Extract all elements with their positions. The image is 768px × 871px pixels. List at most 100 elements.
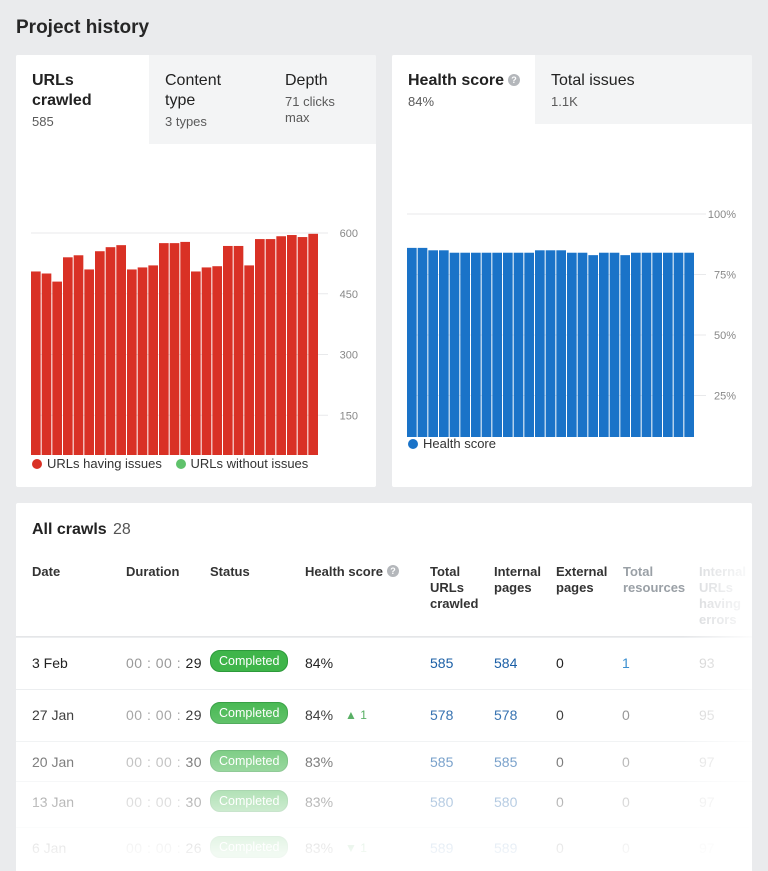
bar xyxy=(169,243,180,455)
bar xyxy=(545,250,556,437)
crawls-count: 28 xyxy=(113,521,131,538)
tab-urls-crawled[interactable]: URLs crawled 585 xyxy=(16,55,149,144)
row-total-resources: 0 xyxy=(622,754,630,770)
col-total-urls[interactable]: Total URLs crawled xyxy=(430,564,479,611)
row-total-urls-link[interactable]: 589 xyxy=(430,840,454,856)
row-internal-pages-link[interactable]: 578 xyxy=(494,707,518,723)
legend-label: Health score xyxy=(423,436,496,451)
help-icon[interactable]: ? xyxy=(387,565,400,577)
tab-value: 585 xyxy=(32,114,54,129)
row-internal-errors[interactable]: 97 xyxy=(699,754,715,770)
y-tick-label: 75% xyxy=(714,270,736,282)
urls-card-tabs: URLs crawled 585 Content type 3 types De… xyxy=(16,55,376,144)
row-health: 83% xyxy=(305,754,334,770)
row-total-urls-link[interactable]: 585 xyxy=(430,655,454,671)
health-chart-legend: Health score xyxy=(408,436,506,451)
row-total-resources: 0 xyxy=(622,794,630,810)
legend-dot xyxy=(32,459,42,469)
legend-item-no-issues[interactable]: URLs without issues xyxy=(175,456,308,471)
row-total-urls-link[interactable]: 585 xyxy=(430,754,454,770)
row-external-pages: 0 xyxy=(556,840,564,856)
tab-value: 71 clicks max xyxy=(285,94,335,125)
col-label: Health score xyxy=(305,564,384,579)
table-row[interactable]: 20 Jan 00 : 00 : 30 Completed 83% 585 585 0 0 97 xyxy=(16,741,752,781)
crawls-title: All crawls xyxy=(32,521,107,538)
row-internal-pages-link[interactable]: 585 xyxy=(494,754,518,770)
bar xyxy=(524,252,534,437)
row-external-pages: 0 xyxy=(556,754,564,770)
col-health-score[interactable]: Health score? xyxy=(305,564,400,580)
duration-seconds: 29 xyxy=(185,655,203,671)
bar xyxy=(631,252,641,437)
row-internal-pages-link[interactable]: 589 xyxy=(494,840,518,856)
bar xyxy=(471,252,481,437)
bar xyxy=(255,239,265,455)
bar xyxy=(663,252,673,437)
tab-value: 3 types xyxy=(165,114,207,129)
tab-label: Depth xyxy=(285,72,328,89)
tab-label-wrap: Health score? xyxy=(408,71,535,91)
tab-health-score[interactable]: Health score? 84% xyxy=(392,55,535,124)
tab-depth[interactable]: Depth 71 clicks max xyxy=(269,55,376,144)
urls-crawled-card: URLs crawled 585 Content type 3 types De… xyxy=(16,55,376,487)
bar xyxy=(95,251,105,455)
table-row[interactable]: 13 Jan 00 : 00 : 30 Completed 83% 580 580 0 0 97 xyxy=(16,781,752,821)
col-date[interactable]: Date xyxy=(32,564,61,579)
y-tick-label: 25% xyxy=(714,391,736,403)
tab-total-issues[interactable]: Total issues 1.1K xyxy=(535,55,752,124)
row-health: 84% xyxy=(305,707,334,723)
row-internal-errors[interactable]: 95 xyxy=(699,707,715,723)
row-external-pages: 0 xyxy=(556,707,564,723)
tab-label: URLs crawled xyxy=(32,72,92,109)
row-total-urls-link[interactable]: 578 xyxy=(430,707,454,723)
bar xyxy=(588,255,598,437)
legend-item-issues[interactable]: URLs having issues xyxy=(32,456,162,471)
table-row[interactable]: 6 Jan 00 : 00 : 26 Completed 83% ▼ 1 589 589 0 0… xyxy=(16,827,752,867)
col-duration[interactable]: Duration xyxy=(126,564,180,579)
tab-content-type[interactable]: Content type 3 types xyxy=(149,55,269,144)
row-total-resources: 0 xyxy=(622,840,630,856)
y-tick-label: 50% xyxy=(714,330,736,342)
col-external-pages[interactable]: External pages xyxy=(556,564,608,595)
bar xyxy=(63,257,73,455)
row-health: 83% xyxy=(305,840,334,856)
col-total-resources[interactable]: Total resources xyxy=(623,564,686,595)
all-crawls-card: All crawls 28 Date Duration Status Healt… xyxy=(16,503,752,871)
bar xyxy=(127,269,137,455)
bar xyxy=(244,265,254,455)
legend-item-health[interactable]: Health score xyxy=(408,436,496,451)
bar xyxy=(180,241,190,455)
health-score-card: Health score? 84% Total issues 1.1K 100%… xyxy=(392,55,752,487)
bar xyxy=(41,273,52,455)
y-tick-label: 150 xyxy=(340,410,358,422)
col-status[interactable]: Status xyxy=(210,564,250,579)
row-total-urls-link[interactable]: 580 xyxy=(430,794,454,810)
table-row[interactable]: 3 Feb 00 : 00 : 29 Completed 84% 585 584 0 1 93 xyxy=(16,637,752,687)
row-internal-pages-link[interactable]: 584 xyxy=(494,655,518,671)
bar xyxy=(223,245,233,455)
help-icon[interactable]: ? xyxy=(508,74,521,86)
row-duration: 00 : 00 : 30 xyxy=(126,794,202,810)
bar xyxy=(609,252,620,437)
bar xyxy=(503,252,513,437)
bar xyxy=(31,271,41,455)
row-internal-errors[interactable]: 97 xyxy=(699,794,715,810)
bar xyxy=(73,255,84,455)
bar xyxy=(159,243,169,455)
row-duration: 00 : 00 : 29 xyxy=(126,655,202,671)
bar xyxy=(212,266,222,455)
col-internal-errors[interactable]: Internal URLs having errors xyxy=(699,564,746,627)
bar xyxy=(652,252,662,437)
col-internal-pages[interactable]: Internal pages xyxy=(494,564,541,595)
bar xyxy=(116,245,126,455)
duration-prefix: 00 : 00 : xyxy=(126,794,186,810)
row-total-resources[interactable]: 1 xyxy=(622,655,630,671)
page-title: Project history xyxy=(16,17,150,38)
bar xyxy=(297,237,308,455)
legend-dot xyxy=(175,459,186,469)
table-row[interactable]: 27 Jan 00 : 00 : 29 Completed 84% ▲ 1 578 578 0… xyxy=(16,689,752,739)
row-internal-pages-link[interactable]: 580 xyxy=(494,794,518,810)
row-internal-errors[interactable]: 93 xyxy=(699,655,715,671)
row-internal-errors[interactable]: 97 xyxy=(699,840,715,856)
row-health-delta: ▲ 1 xyxy=(345,708,367,722)
